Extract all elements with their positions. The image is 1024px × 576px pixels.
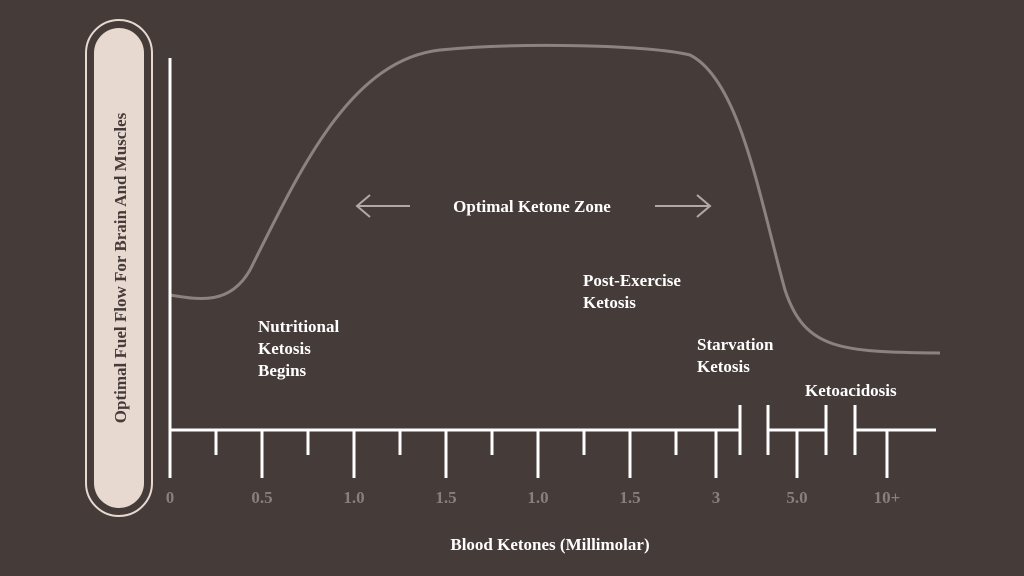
right-arrow <box>655 194 712 218</box>
x-tick-label: 3 <box>712 488 721 507</box>
left-arrow <box>355 194 410 218</box>
zone-label: Optimal Ketone Zone <box>453 197 611 216</box>
annotation-line: Nutritional <box>258 317 340 336</box>
x-tick-label: 5.0 <box>786 488 807 507</box>
annotations: Nutritional Ketosis Begins Post-Exercise Ket… <box>258 271 897 400</box>
annotation-line: Ketosis <box>258 339 311 358</box>
x-tick-label: 0.5 <box>251 488 272 507</box>
curve <box>169 43 941 355</box>
y-axis-label: Optimal Fuel Flow For Brain And Muscles <box>111 112 130 423</box>
annotation-line: Starvation <box>697 335 774 354</box>
annotation-line: Post-Exercise <box>583 271 681 290</box>
pill-outline <box>85 19 153 517</box>
zone-arrows <box>355 194 712 218</box>
x-tick-label: 10+ <box>874 488 901 507</box>
annotation-line: Ketosis <box>583 293 636 312</box>
x-tick-label: 0 <box>166 488 175 507</box>
axes <box>168 58 936 478</box>
annotation-line: Ketosis <box>697 357 750 376</box>
x-tick-label: 1.5 <box>619 488 640 507</box>
annotation-line: Begins <box>258 361 307 380</box>
ticks: 0 0.5 1.0 1.5 1.0 1.5 3 5.0 10+ <box>166 430 901 507</box>
x-tick-label: 1.0 <box>343 488 364 507</box>
x-tick-label: 1.5 <box>435 488 456 507</box>
pill <box>94 28 144 508</box>
x-axis-label: Blood Ketones (Millimolar) <box>450 535 649 554</box>
annotation-line: Ketoacidosis <box>805 381 897 400</box>
x-tick-label: 1.0 <box>527 488 548 507</box>
